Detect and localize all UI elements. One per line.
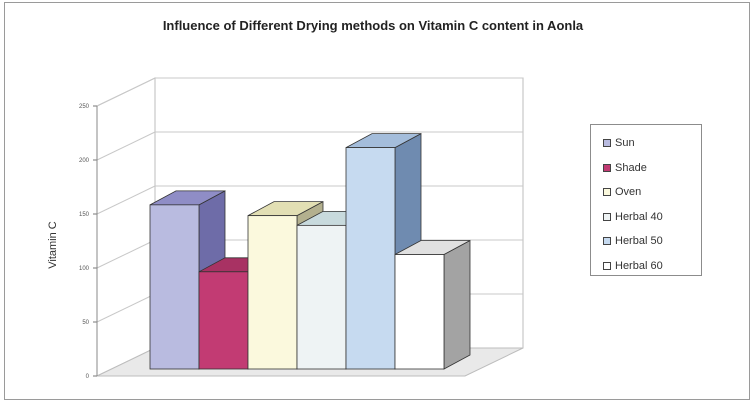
bar-shade: [198, 271, 249, 370]
legend-label: Herbal 50: [615, 235, 663, 248]
gridline-side: [96, 77, 156, 107]
side-wall: [96, 77, 156, 377]
y-tick-label: 250: [79, 104, 90, 110]
y-tick-label: 150: [79, 212, 90, 218]
legend-label: Herbal 40: [615, 210, 663, 223]
bar-side: [443, 239, 471, 370]
legend: Sun Shade Oven Herbal 40 Herbal 50 Herbal 60: [590, 124, 702, 276]
bar-herbal-40: [296, 224, 347, 370]
y-tick-label: 200: [79, 158, 90, 164]
legend-label: Oven: [615, 186, 642, 199]
legend-swatch: [603, 163, 611, 172]
y-tick-label: 50: [82, 320, 89, 326]
legend-swatch: [603, 139, 611, 148]
legend-swatch: [603, 212, 611, 221]
bar-herbal-50: [345, 147, 396, 370]
legend-swatch: [603, 261, 611, 270]
bar-herbal-60: [394, 254, 445, 370]
bar-oven: [247, 215, 298, 370]
gridline-side: [96, 131, 156, 161]
legend-label: Shade: [615, 161, 647, 174]
gridline-side: [96, 293, 156, 323]
legend-label: Herbal 60: [615, 259, 663, 272]
legend-item: Sun: [603, 131, 701, 156]
legend-item: Oven: [603, 180, 701, 205]
legend-item: Herbal 40: [603, 205, 701, 230]
y-tick-label: 0: [86, 374, 90, 380]
legend-swatch: [603, 188, 611, 197]
gridline-side: [96, 239, 156, 269]
gridline-side: [96, 185, 156, 215]
legend-swatch: [603, 237, 611, 246]
legend-item: Herbal 60: [603, 254, 701, 279]
legend-item: Shade: [603, 156, 701, 181]
legend-item: Herbal 50: [603, 229, 701, 254]
y-tick-label: 100: [79, 266, 90, 272]
chart-title: Influence of Different Drying methods on…: [162, 18, 584, 33]
bar-sun: [149, 204, 200, 370]
legend-label: Sun: [615, 137, 635, 150]
